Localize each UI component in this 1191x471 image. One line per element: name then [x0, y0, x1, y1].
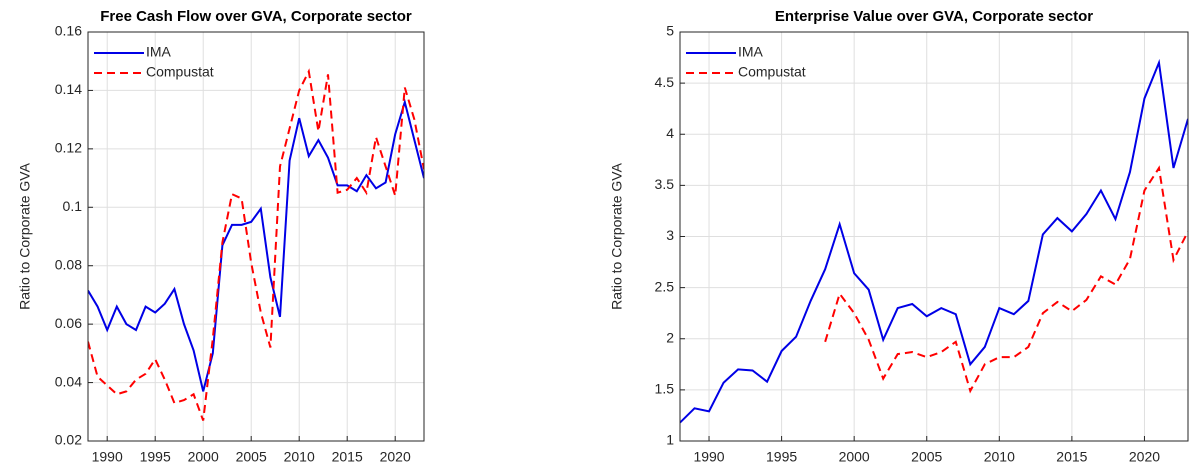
y-tick-label: 1.5	[655, 381, 675, 397]
y-axis-label: Ratio to Corporate GVA	[609, 162, 625, 309]
x-tick-label: 1995	[140, 449, 171, 465]
y-tick-label: 0.12	[55, 140, 82, 156]
y-tick-label: 0.1	[63, 198, 83, 214]
legend-label: IMA	[738, 44, 764, 60]
series-line	[88, 98, 424, 392]
y-tick-label: 2.5	[655, 278, 675, 294]
y-axis-label: Ratio to Corporate GVA	[17, 162, 33, 309]
y-tick-label: 2	[666, 329, 674, 345]
chart: 1 1.5 2 2.5 3 3.5 4 4.5 5 1990 1995 2000 2005 2010 201…	[609, 8, 1189, 465]
x-tick-label: 2010	[984, 449, 1015, 465]
x-tick-label: 1990	[92, 449, 123, 465]
x-tick-label: 2020	[1129, 449, 1160, 465]
y-tick-label: 0.06	[55, 315, 82, 331]
chart-title: Free Cash Flow over GVA, Corporate secto…	[100, 8, 412, 25]
y-tick-label: 0.14	[55, 81, 82, 97]
chart: 0.02 0.04 0.06 0.08 0.1 0.12 0.14 0.16 1990 1995 2…	[17, 8, 425, 465]
y-tick-label: 4.5	[655, 74, 675, 90]
x-tick-label: 2005	[236, 449, 267, 465]
legend-label: Compustat	[146, 64, 214, 80]
x-tick-label: 2015	[332, 449, 363, 465]
plot-area	[88, 32, 424, 441]
y-tick-label: 3	[666, 227, 674, 243]
y-tick-label: 0.02	[55, 432, 82, 448]
x-tick-label: 2010	[284, 449, 315, 465]
axes-box	[87, 31, 425, 442]
x-tick-label: 1990	[693, 449, 724, 465]
y-tick-label: 5	[666, 23, 674, 39]
x-tick-label: 2020	[380, 449, 411, 465]
x-tick-label: 2000	[188, 449, 219, 465]
x-tick-label: 2015	[1056, 449, 1087, 465]
series-line	[680, 58, 1188, 424]
series-line	[88, 68, 424, 421]
axes-box	[679, 31, 1189, 442]
y-tick-label: 4	[666, 125, 674, 141]
x-tick-label: 2005	[911, 449, 942, 465]
legend-label: Compustat	[738, 64, 806, 80]
x-tick-label: 2000	[839, 449, 870, 465]
y-tick-label: 3.5	[655, 176, 675, 192]
chart-title: Enterprise Value over GVA, Corporate sec…	[775, 8, 1093, 25]
y-tick-label: 0.08	[55, 256, 82, 272]
y-tick-label: 0.04	[55, 373, 82, 389]
legend-label: IMA	[146, 44, 172, 60]
y-tick-label: 0.16	[55, 23, 82, 39]
x-tick-label: 1995	[766, 449, 797, 465]
y-tick-label: 1	[666, 432, 674, 448]
series-line	[824, 165, 1188, 394]
